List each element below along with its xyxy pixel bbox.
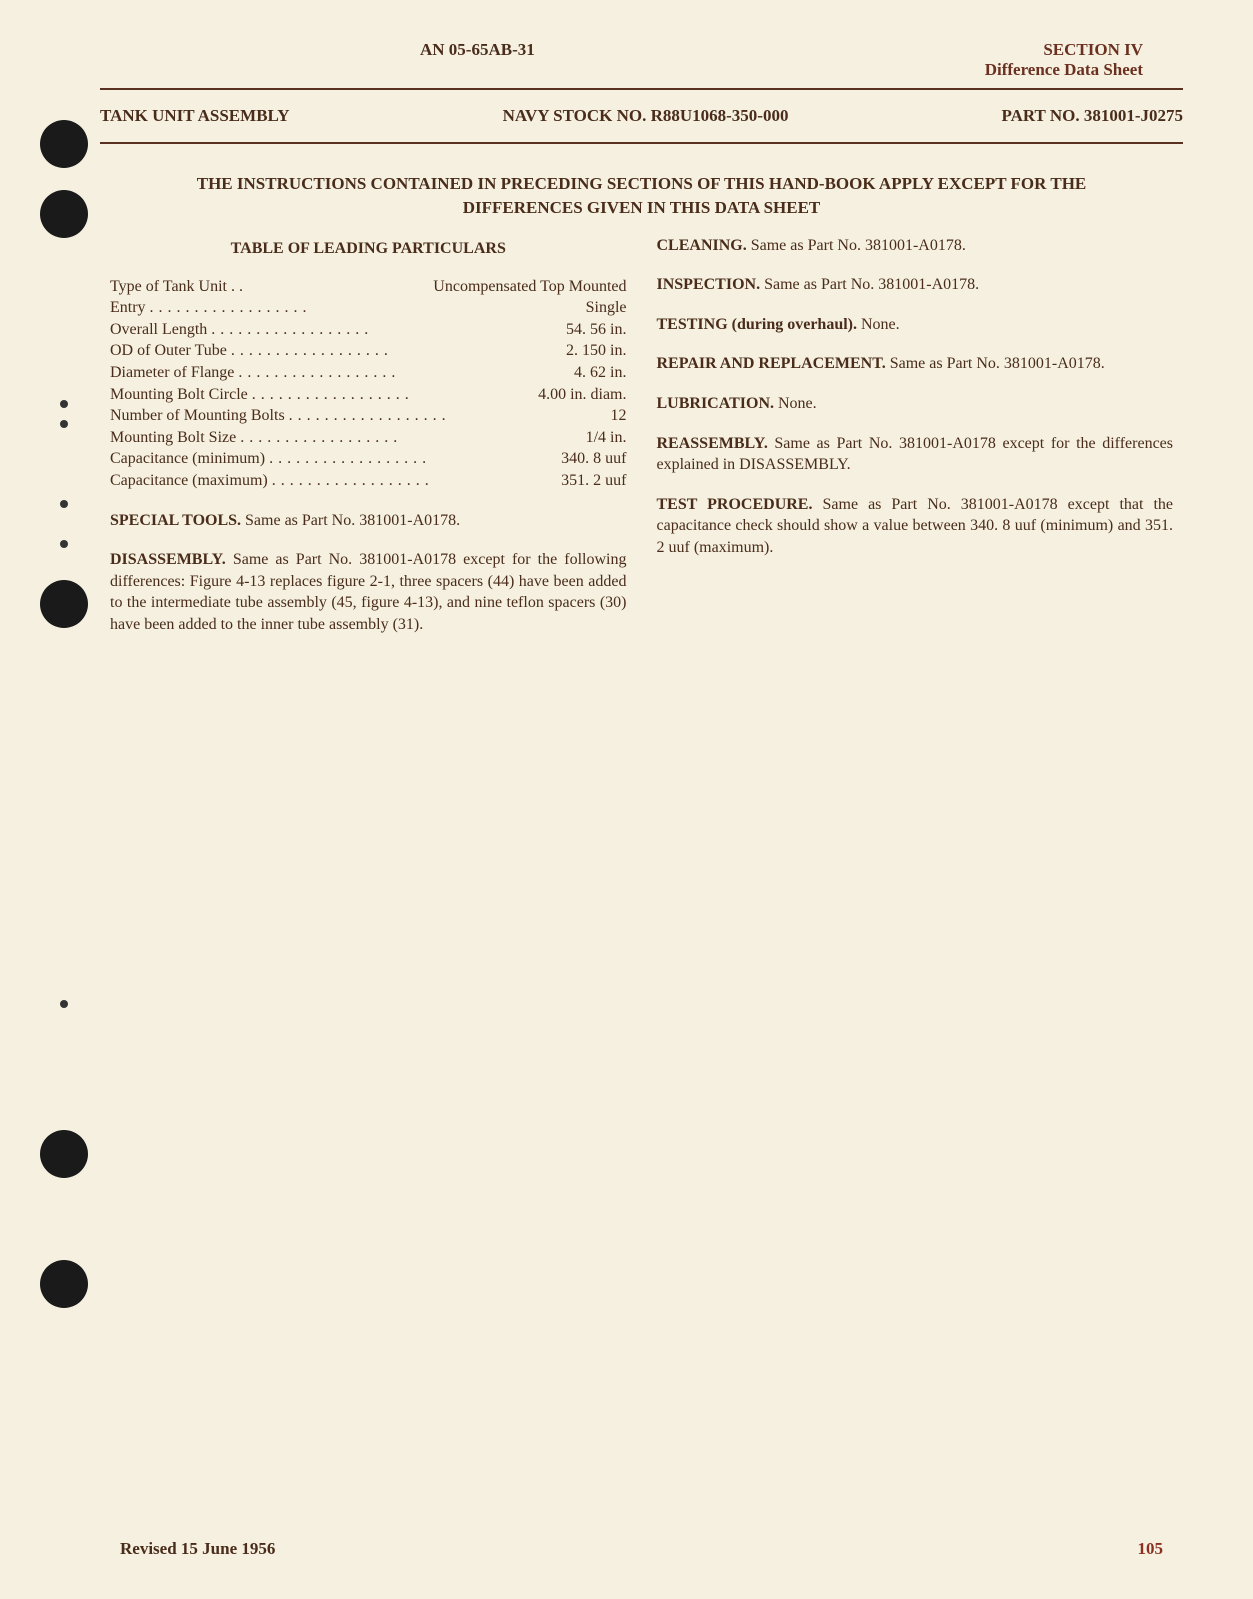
particular-value: 340. 8 uuf [561,448,626,470]
section-label: SECTION IV [985,40,1143,60]
para-body: Same as Part No. 381001-A0178. [747,237,966,254]
particular-row: Capacitance (minimum)..................3… [110,448,627,470]
paragraph: TESTING (during overhaul). None. [657,314,1174,336]
para-title: DISASSEMBLY. [110,551,226,568]
particular-value: 351. 2 uuf [561,470,626,492]
para-title: REASSEMBLY. [657,435,768,452]
particular-row: OD of Outer Tube..................2. 150… [110,340,627,362]
small-mark [60,540,68,548]
particular-row: Entry..................Single [110,297,627,319]
para-body: Same as Part No. 381001-A0178. [760,276,979,293]
paragraph: LUBRICATION. None. [657,393,1174,415]
punch-hole [40,120,88,168]
revision-date: Revised 15 June 1956 [120,1539,275,1559]
particular-label: Overall Length [110,319,207,341]
particular-value: Uncompensated Top Mounted [433,276,626,298]
para-body: None. [857,316,900,333]
para-title: TEST PROCEDURE. [657,496,813,513]
punch-hole [40,190,88,238]
page-number: 105 [1138,1539,1164,1559]
title-row: TANK UNIT ASSEMBLY NAVY STOCK NO. R88U10… [100,94,1183,138]
para-title: LUBRICATION. [657,395,775,412]
paragraph: REPAIR AND REPLACEMENT. Same as Part No.… [657,353,1174,375]
particular-label: Entry [110,297,146,319]
paragraph: SPECIAL TOOLS. Same as Part No. 381001-A… [110,510,627,532]
page-footer: Revised 15 June 1956 105 [120,1539,1163,1559]
para-title: REPAIR AND REPLACEMENT. [657,355,886,372]
particular-label: OD of Outer Tube [110,340,227,362]
right-column: CLEANING. Same as Part No. 381001-A0178.… [657,240,1174,636]
paragraph: CLEANING. Same as Part No. 381001-A0178. [657,235,1174,257]
section-subtitle: Difference Data Sheet [985,60,1143,80]
punch-hole [40,1130,88,1178]
small-mark [60,1000,68,1008]
particular-label: Mounting Bolt Circle [110,384,248,406]
particular-label: Capacitance (minimum) [110,448,265,470]
particular-value: 2. 150 in. [566,340,626,362]
particular-label: Diameter of Flange [110,362,234,384]
divider-bottom [100,142,1183,144]
header-top: AN 05-65AB-31 SECTION IV Difference Data… [100,40,1183,80]
para-body: Same as Part No. 381001-A0178. [886,355,1105,372]
particular-label: Mounting Bolt Size [110,427,236,449]
small-mark [60,400,68,408]
para-body: Same as Part No. 381001-A0178. [241,512,460,529]
assembly-name: TANK UNIT ASSEMBLY [100,106,290,126]
part-number: PART NO. 381001-J0275 [1001,106,1183,126]
particular-value: 4. 62 in. [574,362,626,384]
left-paragraphs: SPECIAL TOOLS. Same as Part No. 381001-A… [110,510,627,636]
leader-dots: .................. [234,362,574,384]
para-body: None. [774,395,817,412]
particular-row: Number of Mounting Bolts................… [110,405,627,427]
particular-row: Diameter of Flange..................4. 6… [110,362,627,384]
particular-value: 54. 56 in. [566,319,626,341]
stock-number: NAVY STOCK NO. R88U1068-350-000 [503,106,789,126]
particular-value: 12 [611,405,627,427]
leader-dots: .................. [268,470,561,492]
punch-hole [40,580,88,628]
para-title: CLEANING. [657,237,747,254]
section-header: SECTION IV Difference Data Sheet [985,40,1143,80]
leader-dots: .................. [227,340,566,362]
left-column: TABLE OF LEADING PARTICULARS Type of Tan… [110,240,627,636]
divider-top [100,88,1183,90]
particulars-title: TABLE OF LEADING PARTICULARS [110,240,627,258]
small-mark [60,420,68,428]
leader-dots: .................. [207,319,566,341]
right-paragraphs: CLEANING. Same as Part No. 381001-A0178.… [657,235,1174,559]
leader-dots: .................. [146,297,586,319]
particular-value: Single [586,297,627,319]
particular-row: Capacitance (maximum)..................3… [110,470,627,492]
para-title: SPECIAL TOOLS. [110,512,241,529]
leader-dots: .................. [265,448,561,470]
leader-dots: .................. [248,384,538,406]
particular-row: Overall Length..................54. 56 i… [110,319,627,341]
paragraph: TEST PROCEDURE. Same as Part No. 381001-… [657,494,1174,559]
leader-dots: .................. [236,427,585,449]
paragraph: REASSEMBLY. Same as Part No. 381001-A017… [657,433,1174,476]
particulars-table: Type of Tank Unit . . Uncompensated Top M… [110,276,627,492]
particular-value: 1/4 in. [586,427,627,449]
particular-label: Type of Tank Unit . . [110,276,243,298]
small-mark [60,500,68,508]
para-title: TESTING (during overhaul). [657,316,857,333]
particular-value: 4.00 in. diam. [538,384,626,406]
particular-row: Type of Tank Unit . . Uncompensated Top M… [110,276,627,298]
content-columns: TABLE OF LEADING PARTICULARS Type of Tan… [100,240,1183,636]
leader-dots: .................. [285,405,611,427]
particular-label: Number of Mounting Bolts [110,405,285,427]
particular-row: Mounting Bolt Size..................1/4 … [110,427,627,449]
paragraph: DISASSEMBLY. Same as Part No. 381001-A01… [110,549,627,635]
doc-number: AN 05-65AB-31 [420,40,535,80]
particular-label: Capacitance (maximum) [110,470,268,492]
instruction-note: THE INSTRUCTIONS CONTAINED IN PRECEDING … [100,148,1183,240]
para-title: INSPECTION. [657,276,761,293]
punch-hole [40,1260,88,1308]
particular-row: Mounting Bolt Circle..................4.… [110,384,627,406]
paragraph: INSPECTION. Same as Part No. 381001-A017… [657,274,1174,296]
